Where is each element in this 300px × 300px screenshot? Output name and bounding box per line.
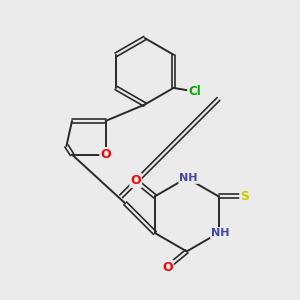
Text: Cl: Cl	[188, 85, 201, 98]
Text: NH: NH	[179, 173, 198, 183]
Text: O: O	[100, 148, 111, 161]
Text: O: O	[130, 174, 141, 187]
Text: O: O	[162, 261, 173, 274]
Text: NH: NH	[211, 228, 230, 238]
Text: S: S	[240, 190, 249, 203]
